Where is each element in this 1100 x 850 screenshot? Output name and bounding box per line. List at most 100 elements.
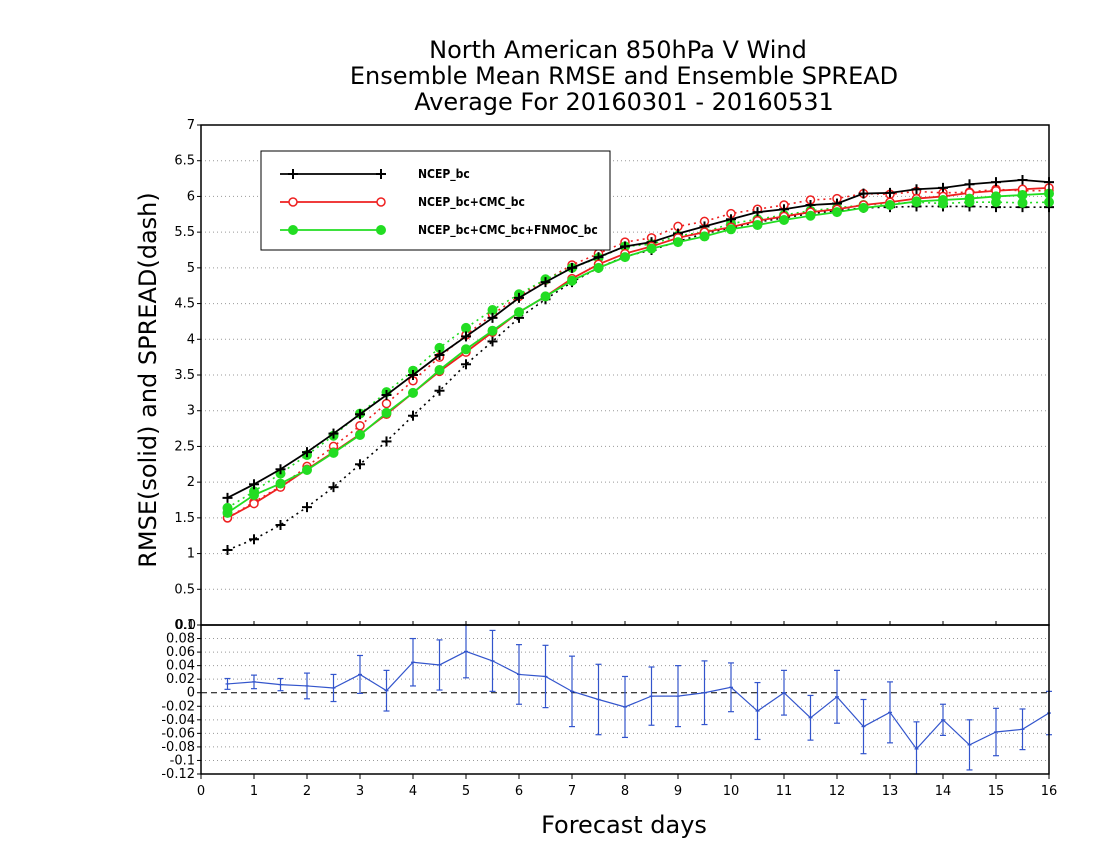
x-tick-label: 9: [674, 784, 682, 799]
rmse-point: [991, 191, 1001, 202]
upper-y-tick-label: 1.5: [174, 511, 195, 526]
spread-point: [381, 398, 392, 409]
spread-line: [227, 205, 1049, 551]
error-bar: [436, 639, 443, 691]
upper-y-tick-label: 7: [187, 118, 195, 133]
error-bar: [807, 694, 814, 741]
lower-y-tick-label: -0.1: [170, 753, 195, 768]
upper-y-tick-label: 3: [187, 404, 195, 419]
x-tick-label: 4: [409, 784, 417, 799]
spread-point: [408, 410, 418, 421]
rmse-point: [885, 187, 895, 198]
spread-point: [302, 502, 312, 513]
rmse-point: [567, 262, 577, 273]
error-bar: [357, 654, 363, 695]
error-bar: [542, 644, 549, 709]
rmse-point: [328, 447, 339, 458]
error-bar: [860, 698, 867, 755]
spread-point: [461, 359, 471, 370]
spread-point: [461, 322, 471, 333]
upper-y-tick-label: 6: [187, 189, 195, 204]
legend-label: NCEP_bc+CMC_bc: [418, 195, 525, 210]
spread-point: [434, 385, 445, 396]
upper-y-tick-label: 5: [187, 261, 195, 276]
series-0-spread: [222, 201, 1054, 555]
x-tick-label: 15: [988, 784, 1005, 799]
rmse-point: [434, 350, 445, 360]
error-bar: [304, 672, 310, 700]
rmse-point: [699, 231, 710, 242]
error-bar: [595, 663, 602, 736]
x-tick-label: 2: [303, 784, 311, 799]
rmse-point: [302, 465, 312, 475]
legend-entry-2: NCEP_bc+CMC_bc+FNMOC_bc: [280, 223, 598, 238]
upper-y-tick-label: 6.5: [174, 154, 195, 169]
rmse-point: [434, 365, 445, 375]
error-bar: [383, 669, 390, 712]
spread-point: [249, 534, 259, 545]
error-bar: [251, 674, 257, 690]
error-bar: [1019, 708, 1026, 751]
lower-y-tick-label: 0.06: [166, 645, 195, 660]
legend-entry-1: NCEP_bc+CMC_bc: [280, 195, 525, 210]
error-bar: [701, 660, 708, 726]
error-bar: [622, 675, 628, 739]
error-bar: [754, 681, 761, 741]
legend-marker: [288, 169, 298, 179]
rmse-point: [275, 478, 286, 489]
legend-entry-0: NCEP_bc: [280, 167, 470, 182]
rmse-point: [408, 387, 418, 398]
x-axis-ticks: 0 1 2 3 4 5 6 7 8 9 10 11 12 13 14 15 16: [197, 621, 1057, 799]
rmse-point: [408, 370, 418, 380]
rmse-point: [487, 312, 498, 323]
x-tick-label: 3: [356, 784, 364, 799]
rmse-point: [646, 243, 657, 254]
rmse-point: [355, 430, 365, 440]
upper-y-tick-label: 1: [187, 547, 195, 562]
chart-title-line-3: Average For 20160301 - 20160531: [414, 88, 834, 116]
x-tick-label: 10: [723, 784, 740, 799]
rmse-point: [275, 464, 286, 475]
rmse-point: [911, 196, 922, 207]
rmse-point: [249, 479, 259, 490]
rmse-point: [328, 428, 339, 439]
x-tick-label: 0: [197, 784, 205, 799]
difference-line: [227, 650, 1050, 750]
rmse-point: [938, 182, 948, 193]
legend: NCEP_bc NCEP_bc+CMC_bc NCEP_bc+CMC_bc+FNMO…: [260, 150, 611, 251]
rmse-point: [222, 492, 233, 503]
lower-y-tick-label: 0.02: [166, 672, 195, 687]
upper-y-tick-label: 0.5: [174, 582, 195, 597]
error-bar: [648, 666, 655, 726]
error-bar: [940, 703, 946, 736]
legend-marker: [376, 169, 386, 179]
x-tick-label: 6: [515, 784, 523, 799]
rmse-point: [249, 490, 259, 500]
rmse-point: [964, 193, 975, 204]
legend-marker: [288, 225, 298, 235]
lower-y-tick-label: -0.06: [161, 726, 195, 741]
spread-point: [275, 520, 286, 530]
chart-title-line-1: North American 850hPa V Wind: [429, 36, 807, 64]
rmse-point: [752, 220, 763, 230]
error-bar: [913, 721, 920, 775]
error-bar: [781, 669, 787, 716]
upper-y-tick-label: 3.5: [174, 368, 195, 383]
x-tick-label: 16: [1041, 784, 1058, 799]
rmse-point: [726, 224, 736, 235]
spread-point: [355, 459, 365, 470]
lower-y-tick-label: -0.04: [161, 713, 195, 728]
x-tick-label: 14: [935, 784, 952, 799]
upper-y-tick-label: 2: [187, 475, 195, 490]
rmse-point: [1017, 175, 1028, 185]
series-2-rmse: [222, 188, 1054, 518]
rmse-point: [222, 507, 233, 518]
lower-y-axis-ticks: 0.10.080.060.040.020-0.02-0.04-0.06-0.08…: [161, 618, 201, 782]
upper-y-tick-label: 2.5: [174, 439, 195, 454]
rmse-point: [514, 292, 524, 303]
rmse-point: [964, 179, 975, 190]
rmse-point: [249, 498, 259, 509]
rmse-point: [885, 200, 895, 210]
error-bar: [410, 637, 416, 687]
